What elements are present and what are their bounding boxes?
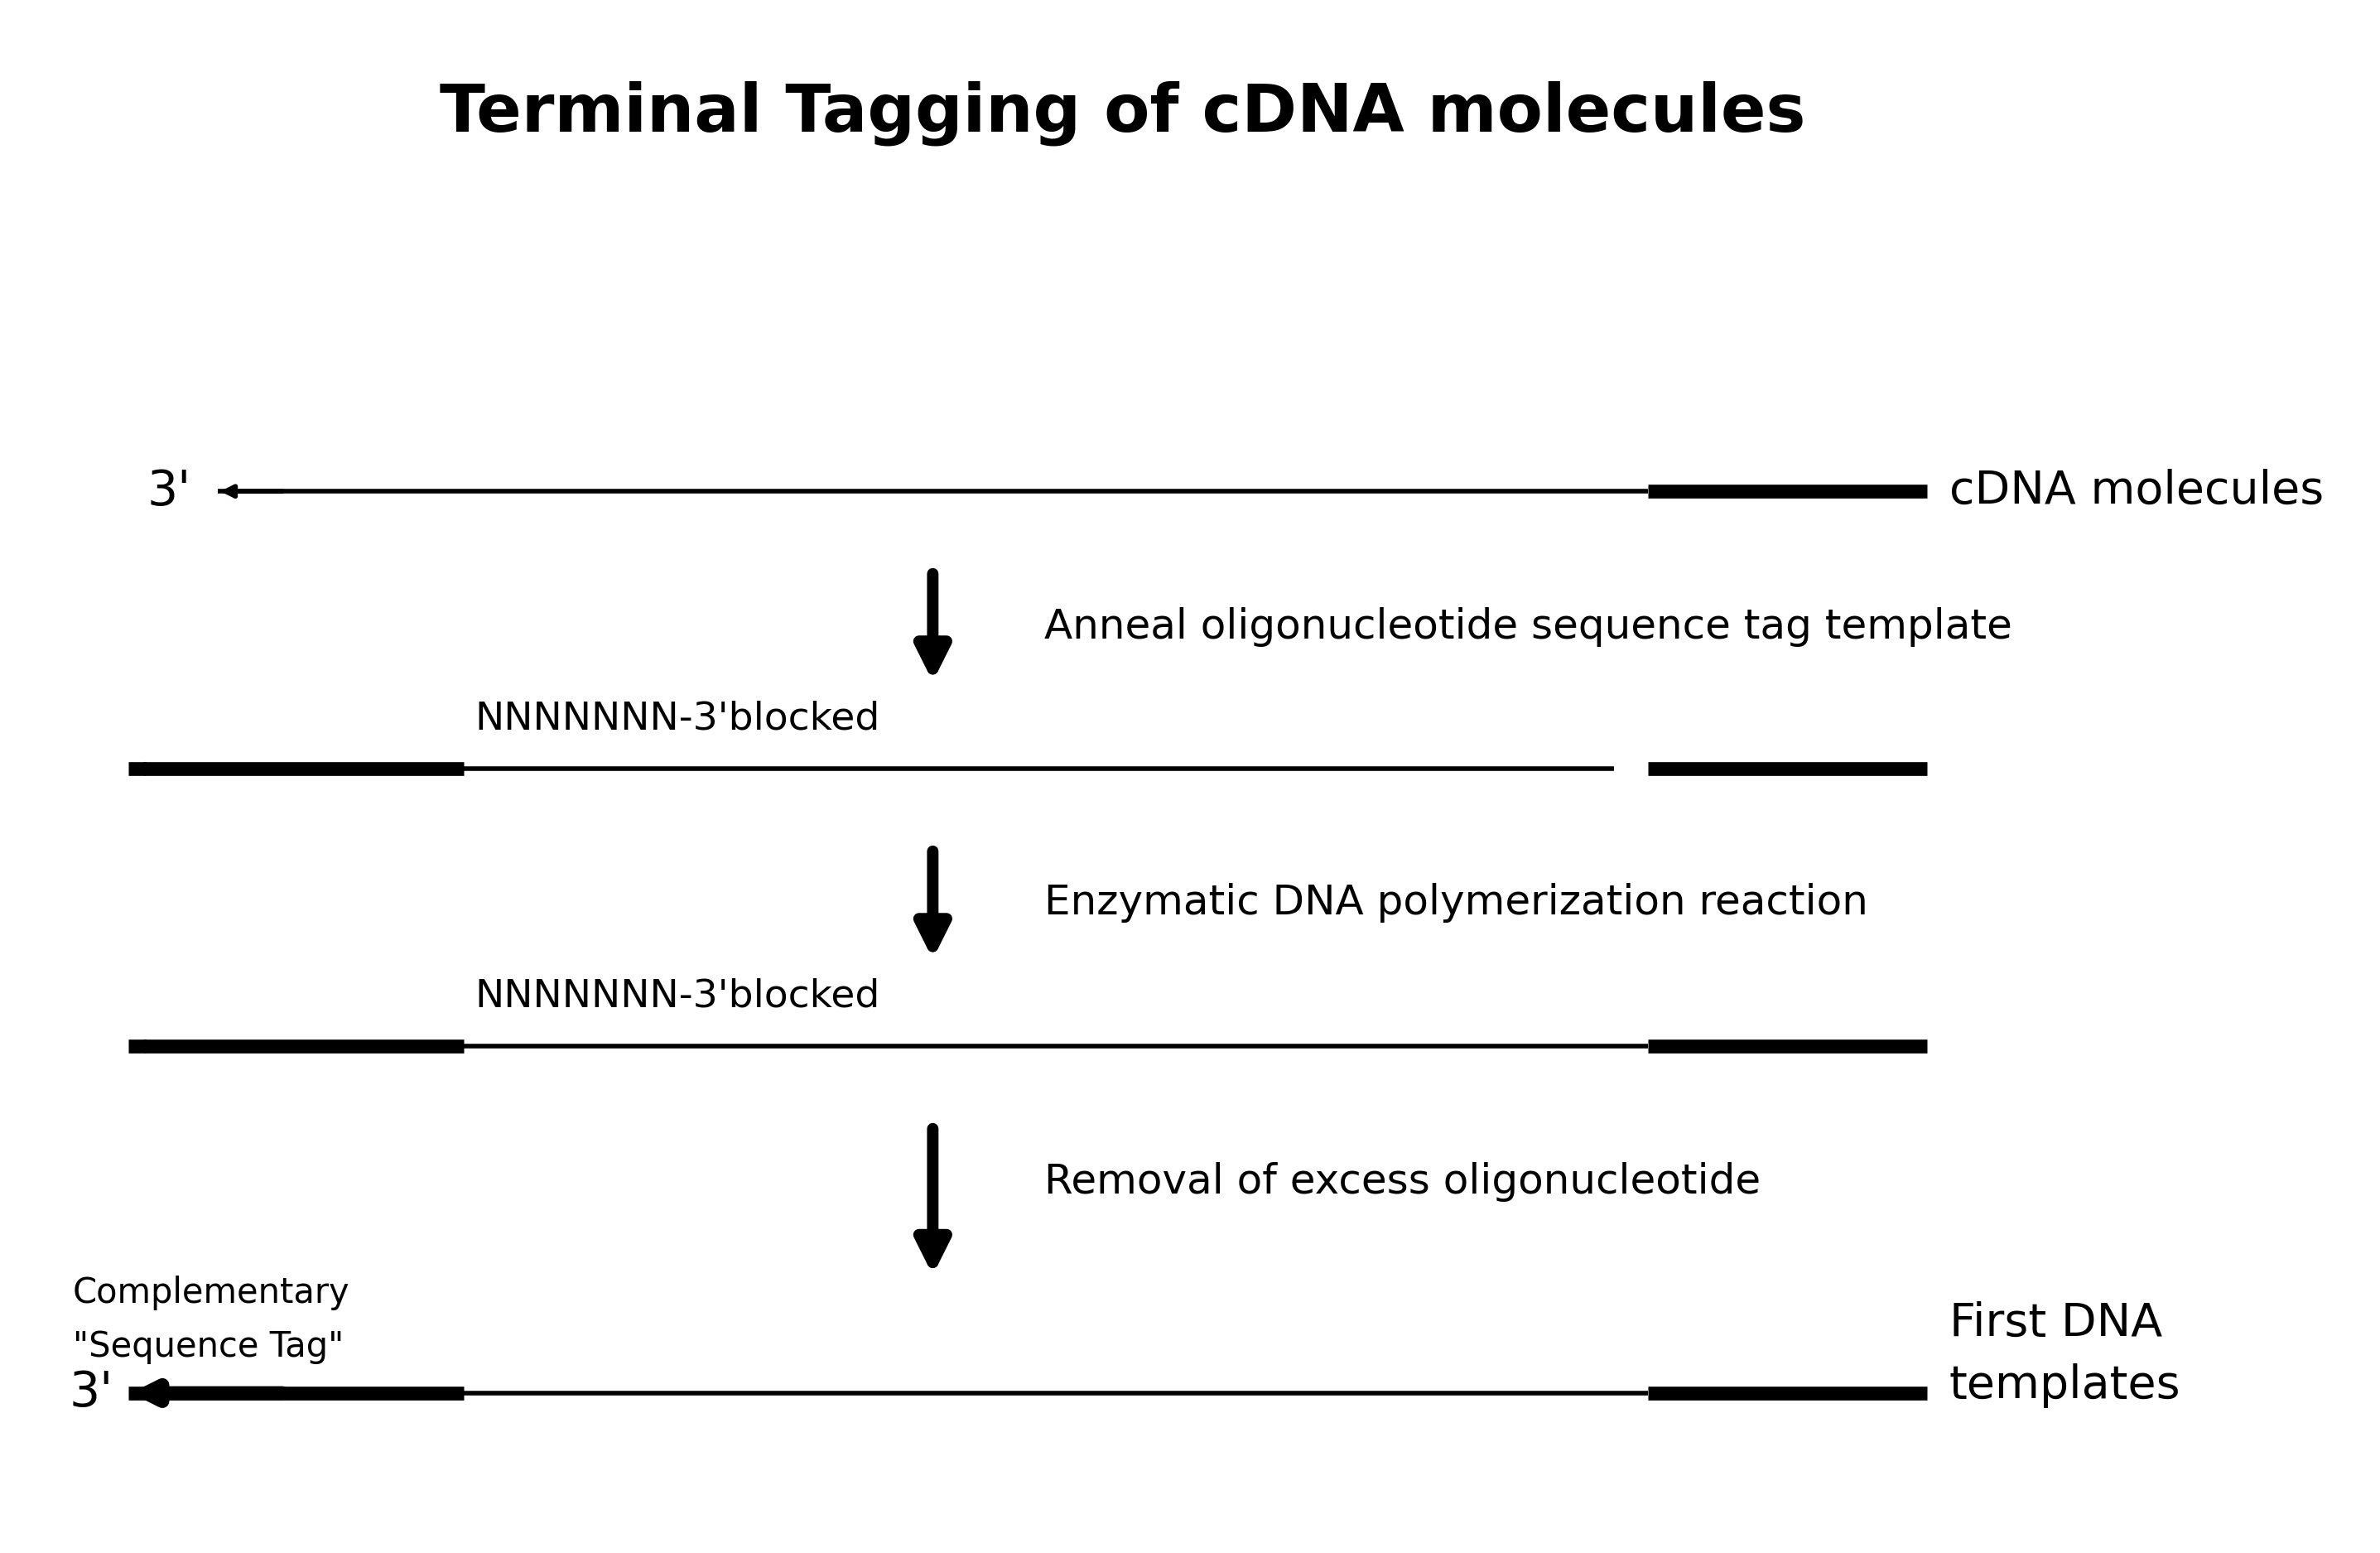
Text: "Sequence Tag": "Sequence Tag" bbox=[74, 1329, 343, 1364]
Text: Complementary: Complementary bbox=[74, 1275, 350, 1311]
Text: Anneal oligonucleotide sequence tag template: Anneal oligonucleotide sequence tag temp… bbox=[1045, 607, 2013, 648]
Text: Enzymatic DNA polymerization reaction: Enzymatic DNA polymerization reaction bbox=[1045, 884, 1868, 922]
Text: Terminal Tagging of cDNA molecules: Terminal Tagging of cDNA molecules bbox=[440, 81, 1806, 146]
Text: cDNA molecules: cDNA molecules bbox=[1949, 469, 2323, 514]
Text: 3': 3' bbox=[69, 1370, 112, 1416]
Text: templates: templates bbox=[1949, 1364, 2180, 1407]
Text: NNNNNNN-3'blocked: NNNNNNN-3'blocked bbox=[476, 700, 881, 738]
Text: 3': 3' bbox=[148, 467, 190, 516]
Text: Removal of excess oligonucleotide: Removal of excess oligonucleotide bbox=[1045, 1162, 1761, 1202]
Text: First DNA: First DNA bbox=[1949, 1301, 2161, 1346]
Text: NNNNNNN-3'blocked: NNNNNNN-3'blocked bbox=[476, 978, 881, 1016]
